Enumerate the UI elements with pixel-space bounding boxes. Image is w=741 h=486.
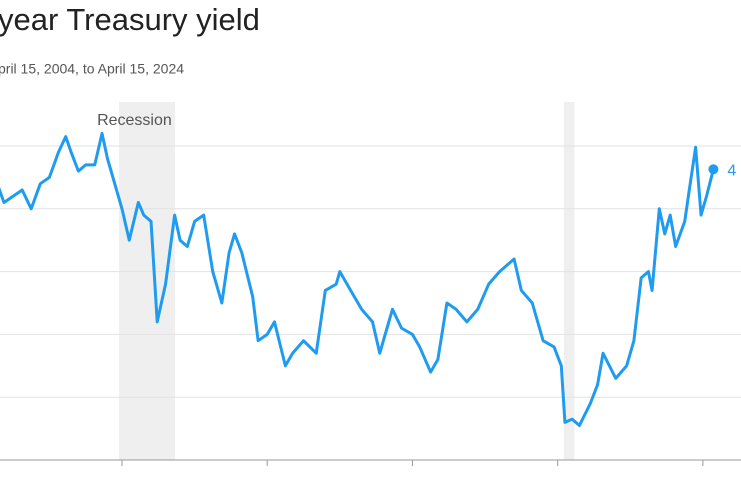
x-tick-label: 2020 bbox=[541, 483, 574, 486]
end-label: 4 bbox=[727, 162, 736, 179]
x-tick-label: 2012 bbox=[251, 483, 284, 486]
recession-band bbox=[563, 102, 575, 460]
x-tick-label: 2024 bbox=[686, 483, 719, 486]
end-dot bbox=[708, 164, 719, 175]
line bbox=[0, 131, 715, 427]
chart-title: year Treasury yield bbox=[0, 2, 260, 37]
chart-subtitle: pril 15, 2004, to April 15, 2024 bbox=[0, 61, 184, 77]
x-tick-label: 2016 bbox=[396, 483, 429, 486]
recession-label: Recession bbox=[97, 112, 172, 129]
x-tick-label: 2008 bbox=[105, 483, 138, 486]
